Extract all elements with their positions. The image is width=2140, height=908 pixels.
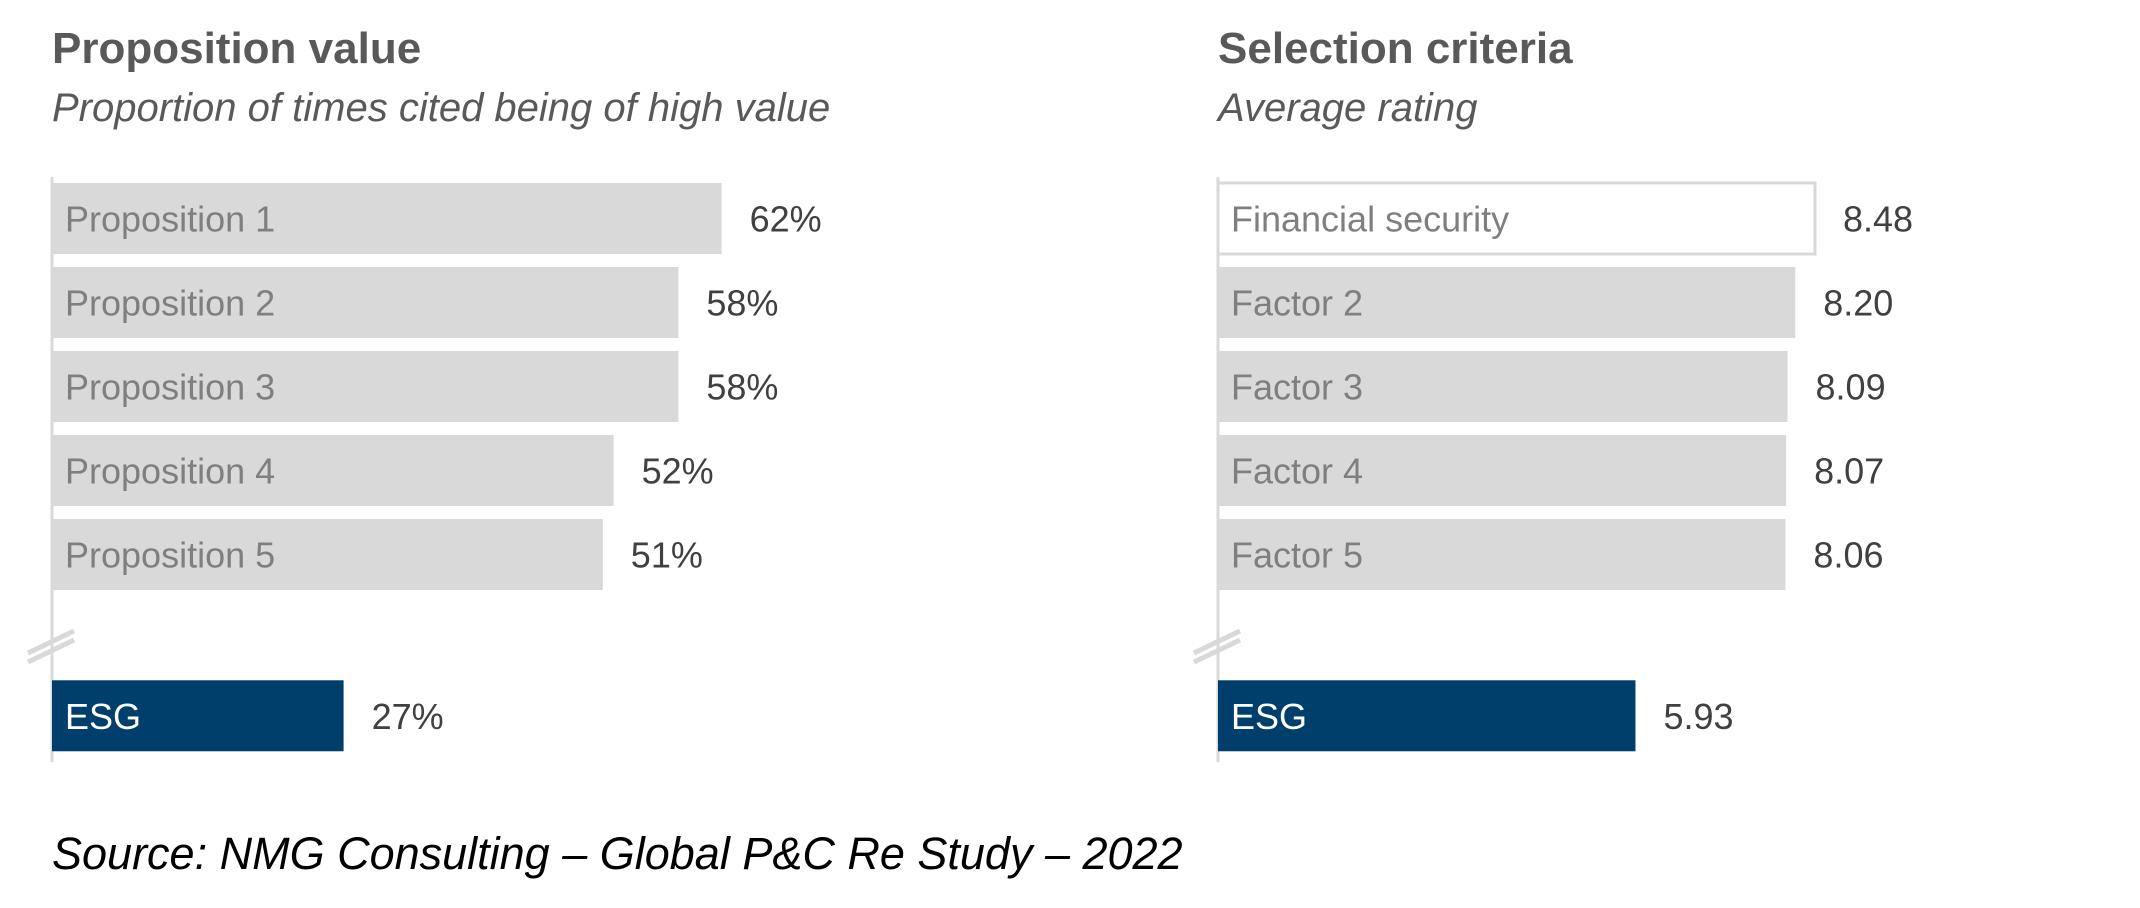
- bar-factor-3: [1218, 351, 1788, 422]
- axis-break-mark: [26, 628, 76, 656]
- category-label: Financial security: [1231, 199, 1509, 240]
- category-label: Factor 4: [1231, 451, 1363, 492]
- category-label: Factor 2: [1231, 283, 1363, 324]
- proposition-value-chart: Proposition value Proportion of times ci…: [0, 0, 1160, 800]
- value-label: 58%: [706, 283, 778, 324]
- value-label: 27%: [372, 696, 444, 737]
- value-label: 58%: [706, 367, 778, 408]
- selection-criteria-chart: Selection criteria Average rating Financ…: [1160, 0, 2140, 800]
- category-label: Proposition 4: [65, 451, 275, 492]
- value-label: 8.06: [1813, 535, 1883, 576]
- category-label: Factor 5: [1231, 535, 1363, 576]
- proposition-value-plot: Proposition 1 62% Proposition 2 58% Proposit…: [26, 177, 822, 762]
- value-label: 8.09: [1816, 367, 1886, 408]
- axis-break-mark: [26, 637, 76, 665]
- value-label: 5.93: [1663, 696, 1733, 737]
- value-label: 51%: [631, 535, 703, 576]
- category-label: Proposition 2: [65, 283, 275, 324]
- bar-financial-security: [1216, 181, 1817, 256]
- value-label: 8.07: [1814, 451, 1884, 492]
- value-label: 8.20: [1823, 283, 1893, 324]
- bar-proposition-2: [52, 267, 679, 338]
- source-note: Source: NMG Consulting – Global P&C Re S…: [52, 828, 1183, 879]
- category-label: Proposition 1: [65, 199, 275, 240]
- chart-title: Selection criteria: [1218, 24, 1573, 73]
- category-label: Proposition 3: [65, 367, 275, 408]
- category-label: Factor 3: [1231, 367, 1363, 408]
- bar-factor-4: [1218, 435, 1787, 506]
- axis-break-mark: [1192, 628, 1242, 656]
- category-label: ESG: [1231, 696, 1307, 737]
- chart-title: Proposition value: [52, 24, 422, 73]
- bar-proposition-4: [52, 435, 614, 506]
- value-label: 52%: [642, 451, 714, 492]
- bar-esg: [52, 680, 344, 752]
- bar-factor-5: [1218, 519, 1786, 590]
- chart-subtitle: Proportion of times cited being of high …: [52, 86, 831, 130]
- category-label: ESG: [65, 696, 141, 737]
- value-label: 62%: [750, 199, 822, 240]
- selection-criteria-plot: Financial security 8.48 Factor 2 8.20 Factor…: [1192, 177, 1913, 762]
- bar-esg: [1218, 680, 1636, 752]
- chart-subtitle: Average rating: [1218, 86, 1478, 130]
- bar-proposition-3: [52, 351, 679, 422]
- bar-proposition-1: [52, 183, 722, 254]
- value-label: 8.48: [1843, 199, 1913, 240]
- category-label: Proposition 5: [65, 535, 275, 576]
- axis-break-mark: [1192, 637, 1242, 665]
- bar-proposition-5: [52, 519, 603, 590]
- bar-factor-2: [1218, 267, 1796, 338]
